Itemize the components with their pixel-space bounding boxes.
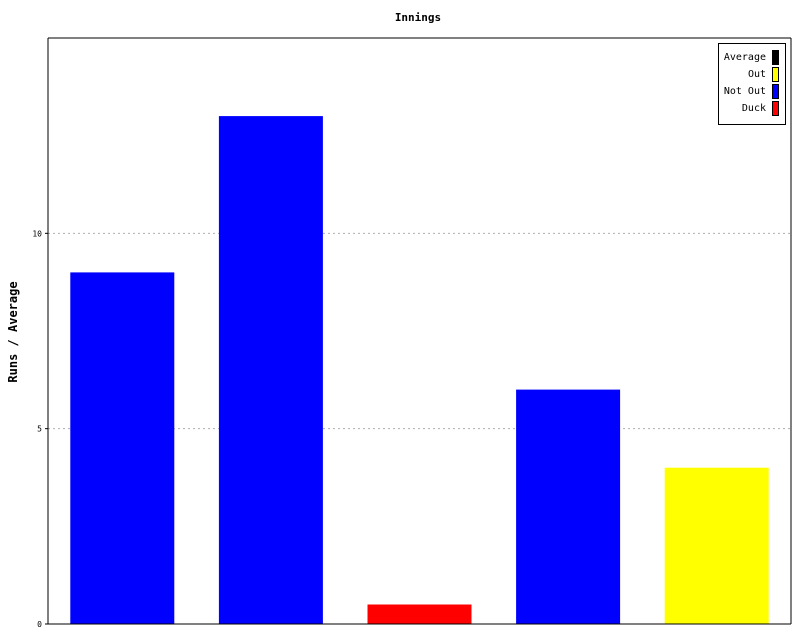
bar [70, 272, 175, 624]
gridlines [48, 232, 791, 430]
bar [664, 467, 769, 624]
legend-swatch [772, 101, 779, 116]
bar [516, 389, 621, 624]
legend-label: Average [724, 52, 766, 63]
y-ticks: 0 5 10 [32, 229, 48, 629]
chart-title: Innings [395, 11, 441, 24]
y-tick-label: 10 [32, 229, 42, 238]
bars [70, 116, 769, 624]
legend-label: Not Out [724, 86, 766, 97]
bar [218, 116, 323, 624]
legend-label: Duck [742, 103, 766, 114]
legend-label: Out [748, 69, 766, 80]
y-tick-label: 0 [37, 620, 42, 629]
legend-swatch [772, 67, 779, 82]
y-axis-label: Runs / Average [6, 281, 20, 382]
legend-swatch [772, 50, 779, 65]
legend-swatch [772, 84, 779, 99]
legend: Average Out Not Out Duck [718, 43, 786, 125]
axes [47, 37, 792, 625]
y-tick-label: 5 [37, 425, 42, 434]
bar [367, 604, 472, 624]
